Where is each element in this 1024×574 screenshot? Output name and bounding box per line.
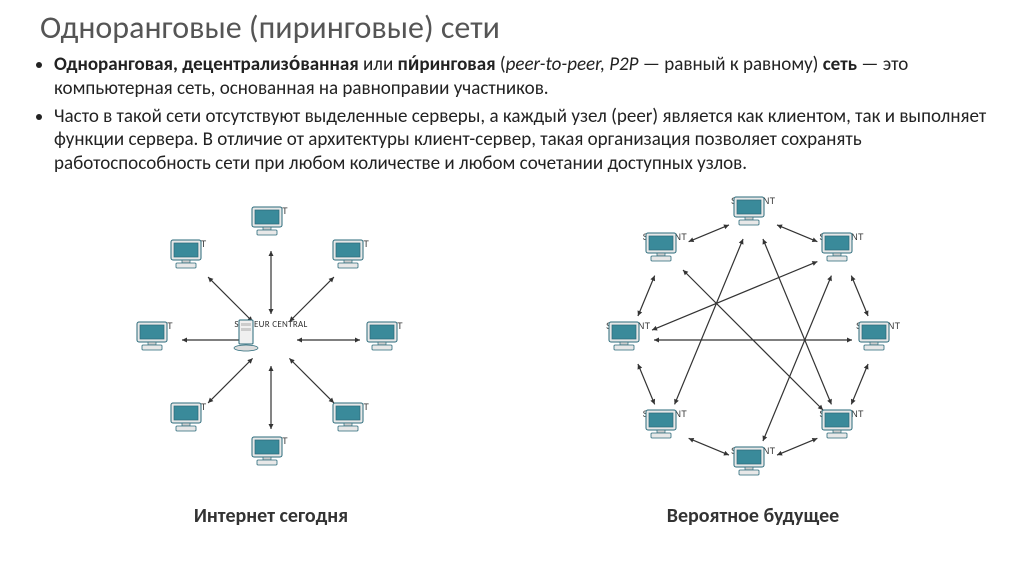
caption-right: Вероятное будущее (533, 504, 973, 528)
servent-node: SERVENT (819, 231, 863, 242)
client-node: client (330, 238, 374, 249)
slide-title: Одноранговые (пиринговые) сети (40, 8, 994, 47)
caption-left: Интернет сегодня (51, 504, 491, 528)
servent-node: SERVENT (731, 445, 775, 456)
servent-node: SERVENT (731, 195, 775, 206)
client-node: client (168, 401, 212, 412)
bullet-item-2: Часто в такой сети отсутствуют выделенны… (54, 105, 994, 176)
client-node: client (364, 320, 408, 331)
server-node: SERVEUR CENTRAL (231, 318, 311, 330)
bullet-list: Одноранговая, децентрализо́ванная или пи… (30, 53, 994, 176)
diagrams-row: Интернет сегодня SERVEUR CENTRAL client … (30, 180, 994, 530)
servent-node: SERVENT (606, 320, 650, 331)
client-node: client (249, 435, 293, 446)
bullet-item-1: Одноранговая, децентрализо́ванная или пи… (54, 53, 994, 101)
servent-node: SERVENT (819, 408, 863, 419)
servent-node: SERVENT (643, 231, 687, 242)
client-node: client (330, 401, 374, 412)
diagram-p2p: Вероятное будущее SERVENT SERVENT SERVEN… (533, 180, 973, 530)
servent-node: SERVENT (643, 408, 687, 419)
diagram-client-server: Интернет сегодня SERVEUR CENTRAL client … (51, 180, 491, 530)
client-node: client (134, 320, 178, 331)
client-node: client (249, 205, 293, 216)
client-node: client (168, 238, 212, 249)
servent-node: SERVENT (856, 320, 900, 331)
